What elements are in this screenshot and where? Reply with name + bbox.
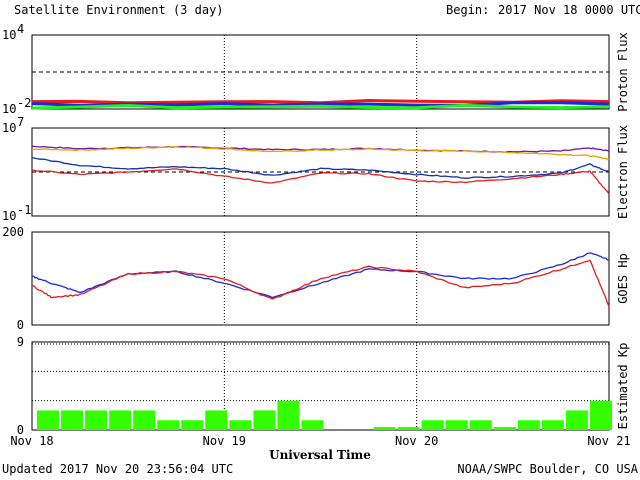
kp-bar <box>277 400 300 430</box>
chart-title: Satellite Environment (3 day) <box>14 3 224 17</box>
y-axis-label: Proton Flux <box>616 32 630 111</box>
series-line-green <box>31 103 610 110</box>
electron-flux-panel: 10 710 -1 Electron Flux <box>2 115 630 223</box>
y-tick-top: 10 <box>2 28 16 42</box>
kp-bar <box>565 410 588 430</box>
kp-bar <box>205 410 228 430</box>
kp-bar <box>301 420 324 430</box>
kp-bar <box>253 410 276 430</box>
y-tick-exponent: 7 <box>17 115 24 129</box>
y-tick-exponent: -1 <box>17 203 31 217</box>
estimated-kp-panel: 9 0 Estimated Kp <box>17 335 630 437</box>
y-tick-bottom: 10 <box>2 102 16 116</box>
kp-bar <box>445 420 468 430</box>
series-line-blue <box>31 252 610 299</box>
y-tick-exponent: -2 <box>17 96 31 110</box>
kp-bar <box>517 420 540 430</box>
kp-bar <box>157 420 180 430</box>
y-tick-top: 200 <box>2 225 24 239</box>
series-line-red <box>31 168 610 195</box>
credit-text: NOAA/SWPC Boulder, CO USA <box>457 462 638 476</box>
kp-bar <box>85 410 108 430</box>
x-axis-label: Universal Time <box>269 448 371 462</box>
kp-bar <box>493 427 516 430</box>
series-line-dark_blue <box>31 156 610 179</box>
x-tick-label: Nov 19 <box>203 434 246 448</box>
series-line-red <box>31 259 610 307</box>
y-tick-top: 10 <box>2 121 16 135</box>
begin-value: 2017 Nov 18 0000 UTC <box>498 3 640 17</box>
updated-timestamp: Updated 2017 Nov 20 23:56:04 UTC <box>2 462 233 476</box>
kp-bar <box>109 410 132 430</box>
kp-bar <box>373 427 396 430</box>
proton-flux-panel: 10 410 -2 Proton Flux <box>2 22 630 116</box>
kp-bar <box>229 420 252 430</box>
kp-bar <box>181 420 204 430</box>
y-tick-bottom: 0 <box>17 318 24 332</box>
y-tick-bottom: 0 <box>17 423 24 437</box>
kp-bar <box>421 420 444 430</box>
kp-bar <box>397 427 420 430</box>
kp-bar <box>133 410 156 430</box>
y-axis-label: GOES Hp <box>616 253 630 304</box>
y-axis-label: Estimated Kp <box>616 343 630 430</box>
y-tick-exponent: 4 <box>17 22 24 36</box>
x-tick-label: Nov 18 <box>10 434 53 448</box>
x-tick-label: Nov 21 <box>587 434 630 448</box>
x-axis-ticks: Nov 18 Nov 19 Nov 20 Nov 21 <box>10 434 630 448</box>
series-line-orange <box>31 146 610 160</box>
y-tick-bottom: 10 <box>2 209 16 223</box>
kp-bar <box>589 400 612 430</box>
kp-bar <box>37 410 60 430</box>
kp-bar <box>469 420 492 430</box>
y-axis-label: Electron Flux <box>616 125 630 219</box>
kp-bar <box>61 410 84 430</box>
y-tick-top: 9 <box>17 335 24 349</box>
goes-hp-panel: 200 0 GOES Hp <box>2 225 630 332</box>
begin-label: Begin: <box>446 3 489 17</box>
kp-bar <box>541 420 564 430</box>
x-tick-label: Nov 20 <box>395 434 438 448</box>
